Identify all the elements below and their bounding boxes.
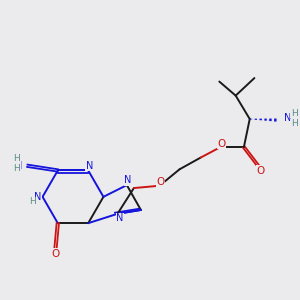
Text: N: N: [284, 113, 291, 123]
Text: N: N: [86, 161, 93, 171]
Text: O: O: [157, 177, 165, 187]
Text: N: N: [15, 161, 23, 171]
Text: N: N: [34, 192, 42, 202]
Text: O: O: [256, 166, 264, 176]
Text: H: H: [291, 109, 297, 118]
Text: H: H: [291, 119, 297, 128]
Text: H: H: [14, 164, 20, 172]
Text: O: O: [218, 139, 226, 148]
Text: N: N: [124, 176, 132, 185]
Text: N: N: [116, 214, 124, 224]
Text: O: O: [51, 249, 60, 259]
Text: H: H: [29, 197, 35, 206]
Text: H: H: [14, 154, 20, 163]
